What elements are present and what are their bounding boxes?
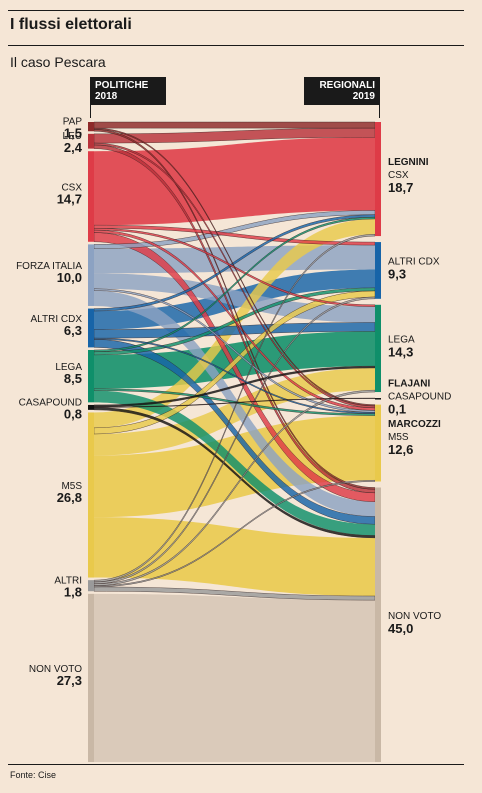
left-node-bar-fi [88, 244, 94, 306]
source-note: Fonte: Cise [10, 770, 57, 780]
right-value-r_casapound: 0,1 [388, 401, 406, 416]
right-value-r_nonvoto: 45,0 [388, 621, 413, 636]
left-value-pap: 1,5 [64, 126, 82, 141]
flow-nonvoto-to-r_nonvoto [94, 593, 375, 762]
right-node-bar-r_casapound [375, 398, 381, 400]
flow-fi-to-r_nonvoto [94, 290, 375, 517]
right-candidate-r_csx: LEGNINI [388, 157, 429, 168]
flow-csx-to-r_csx [94, 137, 375, 226]
left-label-altricdx: ALTRI CDX [31, 314, 83, 325]
left-value-altricdx: 6,3 [64, 323, 82, 338]
left-node-bar-leu [88, 133, 94, 149]
left-value-casapound: 0,8 [64, 406, 82, 421]
right-header-line1: REGIONALI [319, 80, 375, 91]
left-value-lega: 8,5 [64, 371, 82, 386]
right-value-r_lega: 14,3 [388, 344, 413, 359]
left-node-bar-nonvoto [88, 593, 94, 762]
flow-m5s-to-r_csx [94, 218, 375, 428]
right-node-bar-r_csx [375, 122, 381, 237]
left-value-leu: 2,4 [64, 140, 83, 155]
title-rule [8, 45, 464, 46]
flow-lega-to-r_nonvoto [94, 390, 375, 536]
right-label-r_casapound: CASAPOUND [388, 391, 451, 402]
right-candidate-r_casapound: FLAJANI [388, 378, 430, 389]
left-node-bar-pap [88, 122, 94, 132]
right-node-bar-r_altricdx [375, 242, 381, 299]
bottom-rule [8, 764, 464, 765]
left-column-header: POLITICHE 2018 [90, 77, 166, 105]
left-node-bar-casapound [88, 404, 94, 410]
flow-pap-to-r_csx [93, 121, 376, 129]
right-label-r_m5s: M5S [388, 432, 409, 443]
left-value-fi: 10,0 [57, 270, 82, 285]
right-node-bar-r_m5s [375, 404, 381, 482]
right-label-r_nonvoto: NON VOTO [388, 611, 441, 622]
left-label-pap: PAP [63, 117, 83, 128]
left-label-lega: LEGA [55, 362, 82, 373]
right-candidate-r_m5s: MARCOZZI [388, 419, 441, 430]
left-value-altri: 1,8 [64, 585, 82, 600]
left-label-leu: LEU [63, 131, 82, 142]
left-node-bar-m5s [88, 412, 94, 578]
right-header-line2: 2019 [352, 91, 375, 102]
right-label-r_lega: LEGA [388, 334, 415, 345]
left-node-bar-csx [88, 151, 94, 242]
left-node-bar-lega [88, 349, 94, 403]
left-label-csx: CSX [61, 182, 82, 193]
flow-m5s-to-r_nonvoto [94, 517, 375, 596]
left-label-nonvoto: NON VOTO [29, 664, 82, 675]
top-rule [8, 10, 464, 11]
right-value-r_altricdx: 9,3 [388, 266, 406, 281]
right-column-header: REGIONALI 2019 [304, 77, 380, 105]
left-label-m5s: M5S [61, 481, 82, 492]
left-label-altri: ALTRI [54, 576, 82, 587]
page-subtitle: Il caso Pescara [10, 54, 106, 70]
left-header-line2: 2018 [95, 91, 118, 102]
left-node-bar-altricdx [88, 308, 94, 348]
right-label-r_altricdx: ALTRI CDX [388, 256, 440, 267]
right-value-r_csx: 18,7 [388, 180, 413, 195]
right-node-bar-r_lega [375, 304, 381, 393]
left-label-casapound: CASAPOUND [19, 397, 82, 408]
left-header-line1: POLITICHE [95, 80, 149, 91]
left-label-fi: FORZA ITALIA [16, 261, 82, 272]
left-node-bar-altri [88, 580, 94, 592]
right-value-r_m5s: 12,6 [388, 442, 413, 457]
left-value-csx: 14,7 [57, 191, 82, 206]
left-value-m5s: 26,8 [57, 490, 82, 505]
right-node-bar-r_nonvoto [375, 487, 381, 762]
right-label-r_csx: CSX [388, 170, 409, 181]
page-title: I flussi elettorali [10, 16, 132, 33]
left-value-nonvoto: 27,3 [57, 673, 82, 688]
